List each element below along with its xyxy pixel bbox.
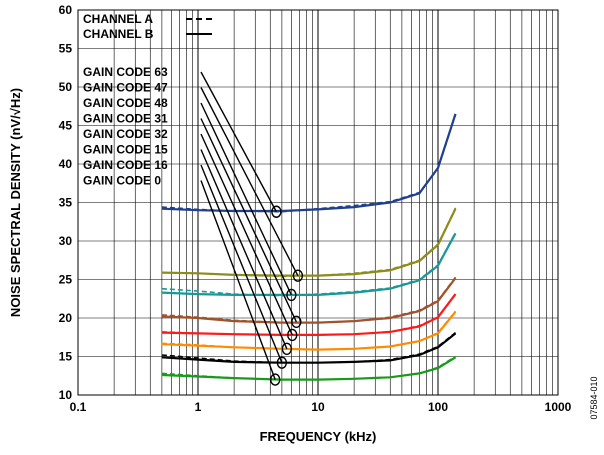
series-line-channel-b xyxy=(161,311,457,351)
gain-code-marker xyxy=(292,269,304,282)
x-tick-label: 100 xyxy=(428,400,448,414)
y-tick-label: 20 xyxy=(59,311,73,325)
series-line-channel-b xyxy=(161,332,457,364)
y-tick-label: 15 xyxy=(59,350,73,364)
y-axis-title: NOISE SPECTRAL DENSITY (nV/√Hz) xyxy=(8,88,23,317)
x-tick-label: 1000 xyxy=(545,400,572,414)
gain-code-marker xyxy=(271,205,282,218)
y-tick-label: 40 xyxy=(59,157,73,171)
series-line-channel-b xyxy=(161,208,457,277)
gain-code-leader-line xyxy=(200,87,299,276)
series-line-channel-b xyxy=(161,356,457,381)
gain-code-leader-line xyxy=(200,133,293,336)
figure-id: 07584-010 xyxy=(589,376,599,419)
legend-label: CHANNEL B xyxy=(83,27,154,41)
y-tick-label: 60 xyxy=(59,3,73,17)
plot-frame xyxy=(77,9,559,396)
y-tick-label: 10 xyxy=(59,388,73,402)
x-axis-title: FREQUENCY (kHz) xyxy=(260,429,377,444)
gain-code-leader-line xyxy=(200,164,283,363)
gain-code-label: GAIN CODE 47 xyxy=(83,81,168,95)
gain-code-label: GAIN CODE 16 xyxy=(83,158,168,172)
gain-code-marker xyxy=(270,373,281,386)
y-tick-label: 30 xyxy=(59,234,73,248)
series-line-channel-b xyxy=(161,277,457,324)
y-tick-label: 55 xyxy=(59,42,73,56)
x-tick-label: 1 xyxy=(195,400,202,414)
gain-code-leader-line xyxy=(200,71,278,213)
series-line-channel-b xyxy=(161,232,457,296)
gain-code-marker xyxy=(287,328,298,342)
gain-code-leader-line xyxy=(200,102,293,296)
gain-code-leader-line xyxy=(200,118,297,323)
x-tick-label: 10 xyxy=(311,400,325,414)
gain-code-label: GAIN CODE 0 xyxy=(83,174,161,188)
gain-code-leader-line xyxy=(200,180,276,380)
gain-code-label: GAIN CODE 15 xyxy=(83,143,168,157)
x-tick-label: 0.1 xyxy=(70,400,87,414)
gain-code-label: GAIN CODE 48 xyxy=(83,96,168,110)
gain-code-marker xyxy=(291,315,302,329)
legend-label: CHANNEL A xyxy=(83,12,153,26)
grid-layer xyxy=(78,10,558,395)
gain-code-leader-line xyxy=(200,149,288,350)
gain-code-label: GAIN CODE 63 xyxy=(83,65,168,79)
gain-code-marker xyxy=(286,288,297,302)
gain-code-label: GAIN CODE 32 xyxy=(83,127,168,141)
series-line-channel-b xyxy=(161,293,457,336)
series-layer xyxy=(161,113,457,381)
y-tick-label: 50 xyxy=(59,80,73,94)
tick-label-layer: 0.1 1 10 100 1000 10 15 20 25 30 35 40 45 50 55 60 xyxy=(59,3,572,414)
gain-code-leader-layer xyxy=(200,71,304,386)
y-tick-label: 45 xyxy=(59,119,73,133)
gain-code-label: GAIN CODE 31 xyxy=(83,112,168,126)
y-tick-label: 25 xyxy=(59,273,73,287)
y-tick-label: 35 xyxy=(59,196,73,210)
gain-code-marker xyxy=(276,356,288,369)
series-line-channel-b xyxy=(161,113,457,213)
gain-code-marker xyxy=(281,342,293,355)
